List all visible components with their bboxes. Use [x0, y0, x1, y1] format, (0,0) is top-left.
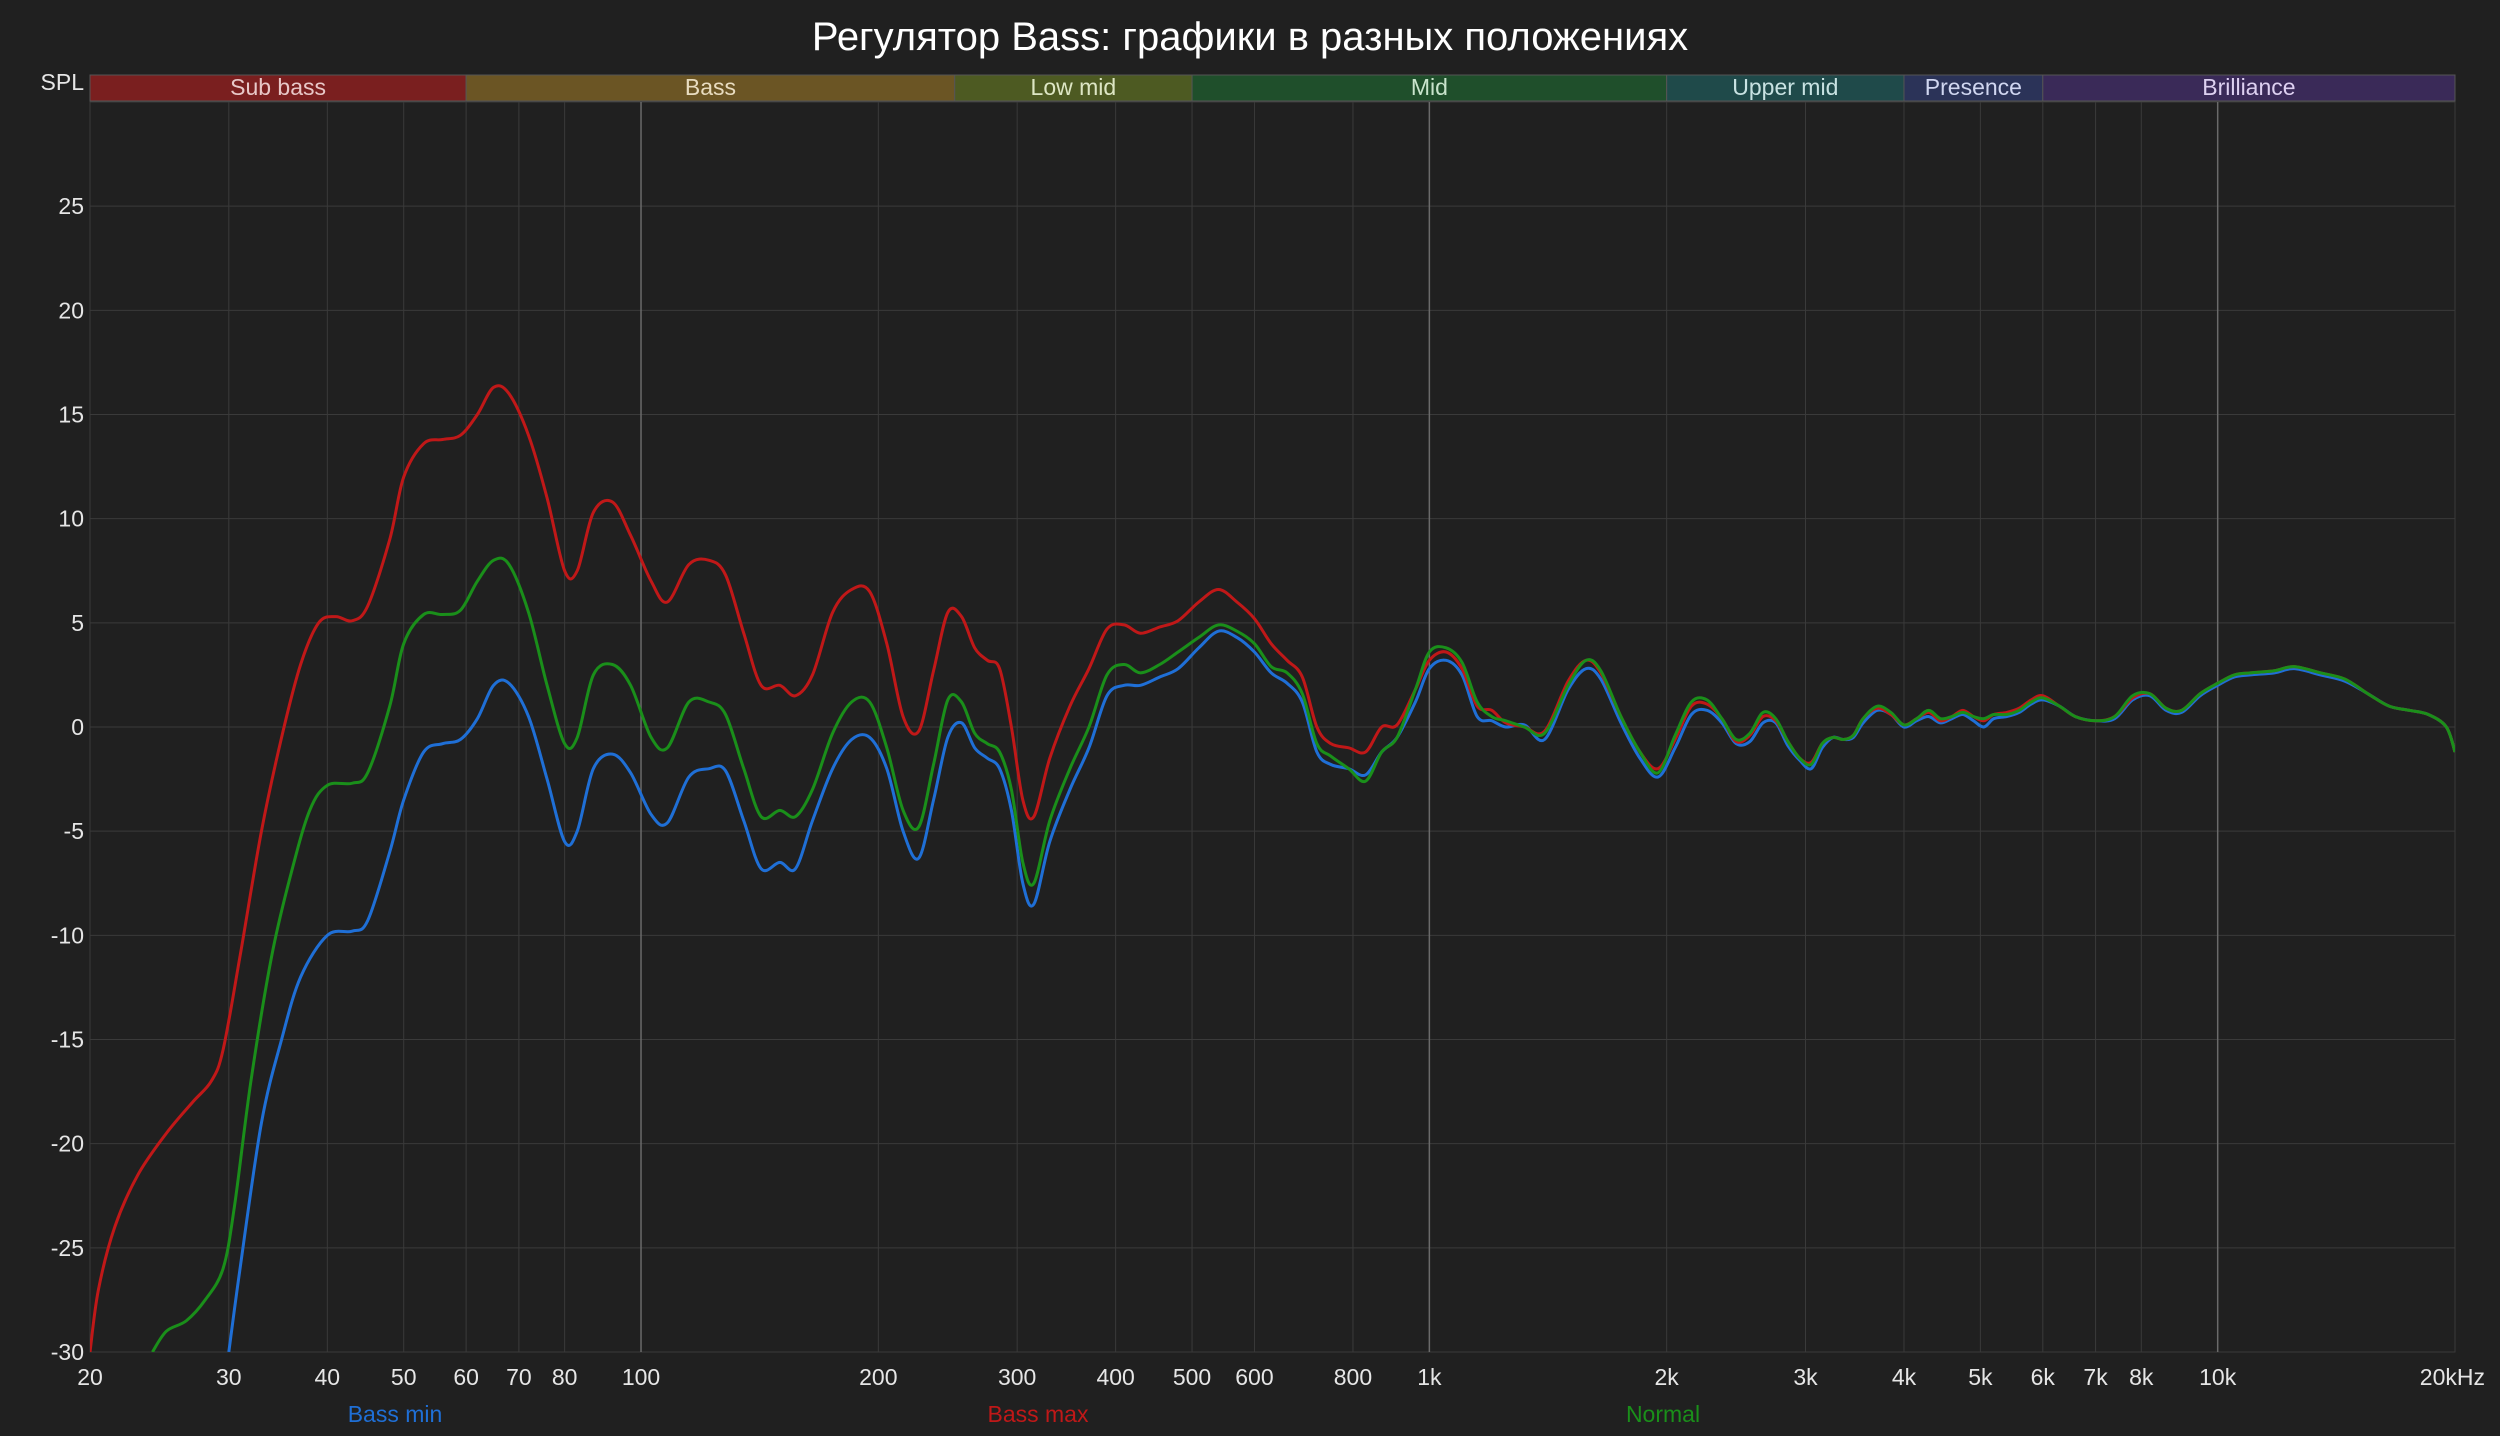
x-tick-label: 50	[391, 1364, 417, 1390]
y-tick-label: -10	[51, 922, 84, 948]
x-tick-label: 30	[216, 1364, 242, 1390]
band-label-brilliance: Brilliance	[2202, 74, 2295, 100]
y-tick-label: 20	[58, 297, 84, 323]
y-tick-label: 15	[58, 402, 84, 428]
band-label-mid: Mid	[1411, 74, 1448, 100]
x-tick-label: 80	[552, 1364, 578, 1390]
x-tick-label: 5k	[1968, 1364, 1993, 1390]
x-tick-label: 300	[998, 1364, 1036, 1390]
band-upper-mid	[1666, 74, 1905, 102]
x-tick-label: 500	[1173, 1364, 1211, 1390]
x-tick-label: 600	[1235, 1364, 1273, 1390]
x-axis-ticks: 20 30 40 50 60 70 80 100 200 300 400 500 600 800 1k 2k 3…	[77, 1364, 2485, 1390]
frequency-bands: Sub bass Bass Low mid Mid Upper mid Presence B…	[89, 74, 2456, 102]
legend-entry-normal: Normal	[1626, 1401, 1700, 1427]
x-tick-label: 100	[622, 1364, 660, 1390]
x-tick-label: 10k	[2199, 1364, 2237, 1390]
y-tick-label: -30	[51, 1339, 84, 1365]
x-tick-label: 4k	[1892, 1364, 1917, 1390]
x-tick-label: 200	[859, 1364, 897, 1390]
legend-entry-bass-min: Bass min	[348, 1401, 443, 1427]
x-tick-label: 6k	[2031, 1364, 2056, 1390]
y-tick-label: -20	[51, 1131, 84, 1157]
y-axis-label: SPL	[41, 69, 85, 95]
y-tick-label: -15	[51, 1027, 84, 1053]
x-tick-label: 60	[453, 1364, 479, 1390]
legend: Bass min Bass max Normal	[348, 1401, 1700, 1427]
band-label-presence: Presence	[1925, 74, 2022, 100]
x-tick-label: 70	[506, 1364, 532, 1390]
band-label-sub-bass: Sub bass	[230, 74, 326, 100]
grid-lines	[89, 101, 2456, 1353]
y-tick-label: 25	[58, 193, 84, 219]
y-tick-label: -5	[64, 818, 84, 844]
series-line-normal	[151, 556, 2455, 1352]
band-presence	[1903, 74, 2044, 102]
x-tick-label: 7k	[2083, 1364, 2108, 1390]
x-tick-label: 20	[77, 1364, 103, 1390]
y-axis-ticks: 25 20 15 10 5 0 -5 -10 -15 -20 -25 -30	[51, 193, 84, 1365]
series-line-bass-max	[90, 384, 2455, 1352]
x-tick-label: 2k	[1655, 1364, 1680, 1390]
x-tick-label: 20kHz	[2420, 1364, 2485, 1390]
x-tick-label: 8k	[2129, 1364, 2154, 1390]
series-lines	[90, 384, 2455, 1352]
legend-entry-bass-max: Bass max	[988, 1401, 1089, 1427]
band-low-mid	[954, 74, 1193, 102]
y-tick-label: -25	[51, 1235, 84, 1261]
band-label-low-mid: Low mid	[1031, 74, 1117, 100]
band-label-upper-mid: Upper mid	[1732, 74, 1838, 100]
band-sub-bass	[89, 74, 467, 102]
x-tick-label: 1k	[1417, 1364, 1442, 1390]
y-tick-label: 5	[71, 610, 84, 636]
band-label-bass: Bass	[685, 74, 736, 100]
x-tick-label: 800	[1334, 1364, 1372, 1390]
x-tick-label: 40	[315, 1364, 341, 1390]
band-bass	[465, 74, 956, 102]
y-tick-label: 10	[58, 506, 84, 532]
y-tick-label: 0	[71, 714, 84, 740]
x-tick-label: 400	[1096, 1364, 1134, 1390]
chart-title: Регулятор Bass: графики в разных положен…	[812, 15, 1688, 59]
x-tick-label: 3k	[1793, 1364, 1818, 1390]
band-brilliance	[2042, 74, 2456, 102]
